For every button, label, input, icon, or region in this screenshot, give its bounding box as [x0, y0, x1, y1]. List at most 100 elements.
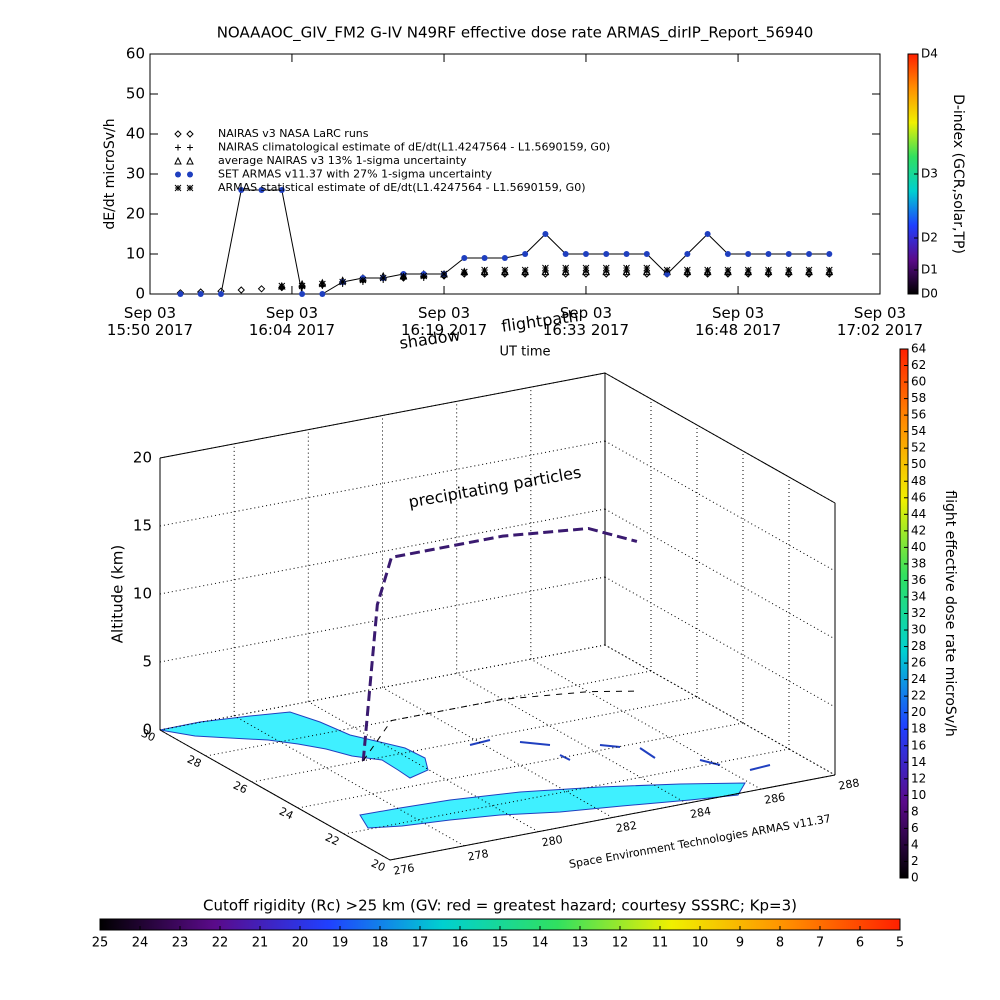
colorbar-tick-label: 22: [212, 936, 229, 951]
colorbar-tick-label: 46: [911, 490, 926, 504]
legend-label: ARMAS statistical estimate of dE/dt(L1.4…: [218, 181, 585, 194]
legend-symbol: [174, 156, 182, 165]
colorbar-tick-label: 14: [911, 755, 926, 769]
axis-line: [159, 729, 391, 861]
colorbar-tick-label: 14: [532, 936, 549, 951]
point: [238, 187, 245, 193]
z-tick-label: 5: [142, 653, 152, 671]
x-tick-line: 15:50 2017: [107, 321, 193, 339]
colorbar-tick-label: 44: [911, 507, 926, 521]
legend-label: SET ARMAS v11.37 with 27% 1-sigma uncert…: [218, 168, 492, 181]
x-tick-line: Sep 03: [854, 304, 906, 322]
point: [237, 286, 245, 294]
colorbar-tick-label: 18: [911, 722, 926, 736]
point: [806, 251, 813, 257]
axis-line: [159, 372, 606, 459]
point: [724, 251, 731, 257]
colorbar-tick-label: D0: [921, 287, 938, 301]
point: [319, 291, 326, 297]
x-tick-line: Sep 03: [712, 304, 764, 322]
point: [542, 231, 549, 237]
point: [765, 251, 772, 257]
point: [400, 272, 407, 280]
point: [542, 264, 549, 272]
colorbar-tick-label: 10: [692, 936, 709, 951]
grid-line: [604, 576, 836, 708]
colorbar-tick-label: 2: [911, 854, 919, 868]
flight-path: [361, 526, 638, 761]
axis-line: [604, 372, 836, 504]
point: [319, 280, 326, 288]
colorbar-tick-label: 9: [736, 936, 744, 951]
point: [704, 266, 711, 274]
point: [481, 255, 488, 261]
point: [541, 267, 550, 276]
legend-symbol: [186, 156, 194, 165]
point: [420, 272, 428, 280]
y-tick-label: 22: [323, 831, 341, 849]
colorbar-tick-label: 11: [652, 936, 669, 951]
colorbar-tick-label: D2: [921, 231, 938, 245]
point: [481, 266, 488, 274]
y-tick-label: 50: [126, 85, 145, 103]
point: [765, 266, 772, 274]
x-tick-label: 286: [763, 790, 786, 806]
point: [460, 268, 468, 276]
legend-symbol: [174, 184, 182, 192]
colorbar-tick-label: 50: [911, 457, 926, 471]
grid-line: [604, 508, 836, 640]
y-tick-label: 30: [139, 727, 157, 745]
point: [278, 187, 285, 193]
colorbar-tick-label: 0: [911, 871, 919, 885]
colorbar-tick-label: 32: [911, 606, 926, 620]
point: [744, 266, 752, 274]
point: [582, 267, 590, 276]
z-tick-label: 10: [133, 585, 152, 603]
x-tick-line: 16:19 2017: [401, 321, 487, 339]
colorbar-tick-label: 62: [911, 358, 926, 372]
colorbar-tick-label: 21: [252, 936, 269, 951]
colorbar-tick-label: 23: [172, 936, 189, 951]
grid-line: [233, 715, 465, 847]
point: [197, 291, 204, 297]
point: [785, 251, 792, 257]
colorbar-tick-label: 16: [911, 738, 926, 752]
point: [461, 255, 468, 261]
colorbar-tick-label: 22: [911, 689, 926, 703]
point: [825, 266, 833, 274]
colorbar-tick-label: 56: [911, 408, 926, 422]
colorbar-tick-label: 58: [911, 391, 926, 405]
point: [562, 251, 569, 257]
chart-title: NOAAAOC_GIV_FM2 G-IV N49RF effective dos…: [217, 24, 814, 43]
point: [602, 267, 611, 276]
y-tick-label: 20: [369, 857, 387, 875]
point: [177, 291, 184, 297]
point: [785, 266, 793, 274]
point: [562, 264, 570, 272]
colorbar-tick-label: 5: [896, 936, 904, 951]
y-tick-label: 30: [126, 165, 145, 183]
x-tick-line: 16:48 2017: [695, 321, 781, 339]
point: [684, 251, 691, 257]
point: [684, 266, 691, 274]
colorbar-tick-label: 48: [911, 474, 926, 488]
z-tick-label: 0: [142, 721, 152, 739]
colorbar-tick-label: 12: [911, 771, 926, 785]
colorbar-tick-label: 16: [452, 936, 469, 951]
colorbar-tick-label: 25: [92, 936, 109, 951]
colorbar-tick-label: 24: [911, 672, 926, 686]
legend-symbol: [187, 171, 193, 178]
colorbar-tick-label: 18: [372, 936, 389, 951]
grid-line: [604, 644, 836, 776]
z-axis-label: Altitude (km): [109, 545, 127, 643]
x-tick-label: Sep 03 16:19 2017: [401, 304, 487, 339]
point: [217, 291, 224, 297]
point: [805, 266, 813, 274]
legend-label: average NAIRAS v3 13% 1-sigma uncertaint…: [218, 154, 467, 167]
point: [521, 266, 529, 274]
point: [298, 282, 306, 290]
point: [522, 251, 529, 257]
colorbar-tick-label: 42: [911, 523, 926, 537]
y-tick-label: 40: [126, 125, 145, 143]
point: [664, 271, 671, 277]
